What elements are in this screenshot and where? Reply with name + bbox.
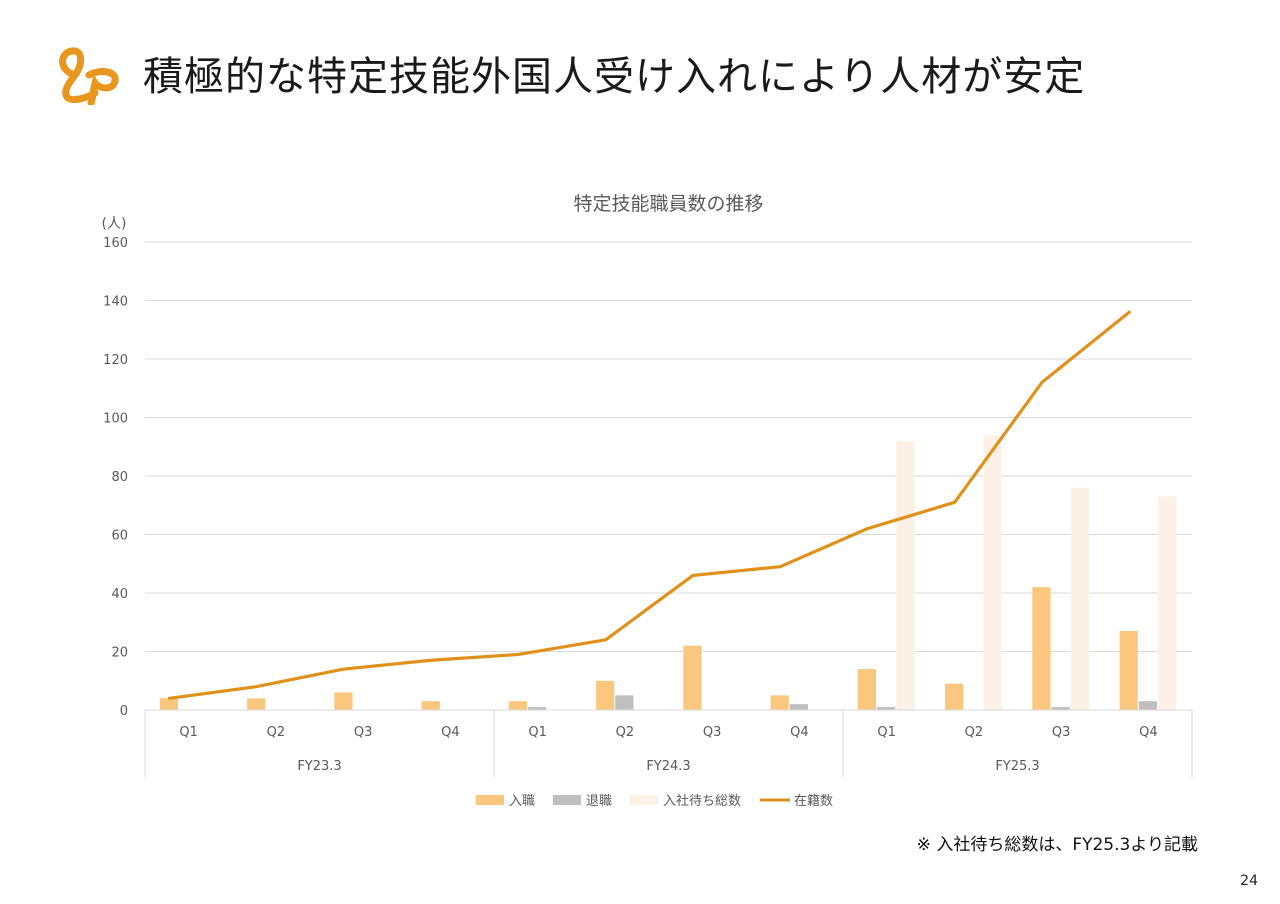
legend-label: 退職 bbox=[586, 794, 612, 809]
bar-hire bbox=[1032, 587, 1051, 710]
chart-title: 特定技能職員数の推移 bbox=[573, 193, 763, 215]
bar-hire bbox=[1119, 631, 1138, 710]
x-tick-label: Q3 bbox=[703, 725, 722, 740]
y-tick-label: 140 bbox=[103, 295, 128, 310]
legend-label: 在籍数 bbox=[794, 793, 833, 809]
x-tick-label: Q3 bbox=[354, 725, 373, 740]
bar-leave bbox=[615, 695, 634, 710]
bar-waiting bbox=[896, 440, 915, 710]
x-tick-label: Q1 bbox=[179, 725, 198, 740]
bar-hire bbox=[508, 701, 528, 710]
x-group-label: FY24.3 bbox=[646, 759, 690, 774]
legend-swatch bbox=[630, 795, 658, 805]
bar-hire bbox=[334, 692, 353, 710]
line-enrolled bbox=[167, 310, 1131, 700]
page-number: 24 bbox=[1240, 873, 1258, 889]
x-tick-label: Q2 bbox=[965, 725, 984, 740]
bar-hire bbox=[159, 698, 179, 710]
bar-hire bbox=[421, 701, 440, 710]
y-tick-label: 160 bbox=[103, 236, 128, 251]
x-tick-label: Q1 bbox=[528, 725, 547, 740]
y-tick-label: 0 bbox=[120, 704, 128, 719]
page-title: 積極的な特定技能外国人受け入れにより人材が安定 bbox=[143, 54, 1086, 100]
y-tick-label: 120 bbox=[103, 353, 128, 368]
bar-hire bbox=[857, 669, 877, 710]
x-tick-label: Q4 bbox=[1139, 725, 1158, 740]
bar-leave bbox=[877, 707, 896, 710]
legend-swatch bbox=[553, 795, 581, 805]
bar-leave bbox=[1138, 701, 1157, 710]
legend-label: 入社待ち総数 bbox=[663, 793, 741, 809]
y-tick-label: 40 bbox=[111, 587, 128, 602]
company-logo bbox=[59, 47, 119, 105]
bar-leave bbox=[789, 704, 808, 710]
x-group-label: FY23.3 bbox=[297, 759, 341, 774]
x-tick-label: Q2 bbox=[616, 725, 635, 740]
x-tick-label: Q3 bbox=[1052, 725, 1071, 740]
footnote: ※ 入社待ち総数は、FY25.3より記載 bbox=[916, 835, 1198, 855]
bar-hire bbox=[247, 698, 266, 710]
bar-waiting bbox=[1157, 496, 1177, 710]
bar-hire bbox=[683, 645, 702, 710]
legend-swatch bbox=[476, 795, 504, 805]
x-tick-label: Q4 bbox=[441, 725, 460, 740]
x-tick-label: Q2 bbox=[267, 725, 286, 740]
bar-hire bbox=[596, 680, 615, 710]
bar-waiting bbox=[983, 435, 1002, 710]
bar-waiting bbox=[1070, 487, 1089, 710]
y-axis-label: (人) bbox=[102, 216, 127, 232]
y-tick-label: 80 bbox=[111, 470, 128, 485]
x-tick-label: Q1 bbox=[877, 725, 896, 740]
x-group-label: FY25.3 bbox=[995, 759, 1039, 774]
y-tick-label: 60 bbox=[111, 529, 128, 544]
bar-leave bbox=[1051, 707, 1070, 710]
bar-hire bbox=[770, 695, 789, 710]
x-tick-label: Q4 bbox=[790, 725, 809, 740]
bar-hire bbox=[945, 683, 964, 710]
bar-leave bbox=[528, 707, 547, 710]
y-tick-label: 100 bbox=[103, 412, 128, 427]
y-tick-label: 20 bbox=[111, 646, 128, 661]
legend-label: 入職 bbox=[509, 794, 535, 809]
